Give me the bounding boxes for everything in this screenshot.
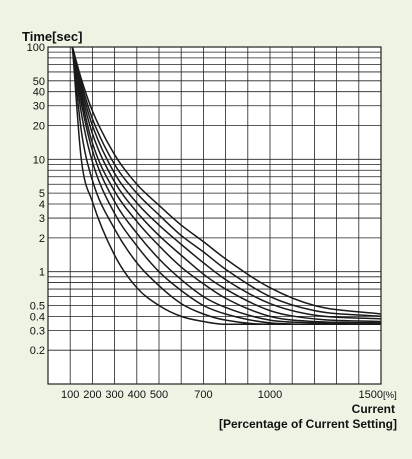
x-axis-title: Current (352, 402, 395, 416)
y-tick-label: 100 (27, 42, 45, 54)
curve-5 (71, 46, 382, 324)
grid (48, 47, 381, 384)
curve-9 (71, 46, 382, 315)
x-tick-label: 400 (128, 389, 146, 401)
x-tick-labels: 100 200 300 400 500 700 1000 1500 (61, 389, 383, 401)
curve-7 (71, 46, 382, 320)
curve-6 (71, 46, 382, 323)
x-tick-label: 300 (105, 389, 123, 401)
x-tick-label: 1000 (258, 389, 282, 401)
y-tick-label: 50 (33, 76, 45, 88)
y-tick-label: 20 (33, 121, 45, 133)
curve-4 (71, 46, 382, 326)
x-tick-label: 500 (150, 389, 168, 401)
y-tick-label: 3 (39, 213, 45, 225)
y-tick-label: 0.4 (30, 311, 45, 323)
y-tick-label: 0.2 (30, 345, 45, 357)
x-axis-unit: [%] (383, 390, 397, 401)
curves (71, 46, 382, 326)
plot-area (48, 47, 381, 384)
y-tick-label: 0.3 (30, 325, 45, 337)
y-tick-label: 1 (39, 267, 45, 279)
y-tick-label: 5 (39, 188, 45, 200)
x-axis-subtitle: [Percentage of Current Setting] (219, 417, 397, 431)
x-tick-label: 200 (83, 389, 101, 401)
x-tick-label: 700 (194, 389, 212, 401)
curve-3 (71, 46, 381, 326)
y-tick-label: 0.5 (30, 300, 45, 312)
plot-frame (47, 46, 382, 385)
curve-8 (71, 46, 382, 318)
curve-2 (71, 46, 381, 326)
y-axis-title: Time[sec] (22, 29, 82, 44)
y-tick-label: 4 (39, 199, 45, 211)
y-tick-label: 30 (33, 101, 45, 113)
y-tick-label: 10 (33, 154, 45, 166)
x-tick-label: 100 (61, 389, 79, 401)
y-tick-label: 40 (33, 87, 45, 99)
y-tick-label: 2 (39, 233, 45, 245)
x-tick-label: 1500 (359, 389, 383, 401)
